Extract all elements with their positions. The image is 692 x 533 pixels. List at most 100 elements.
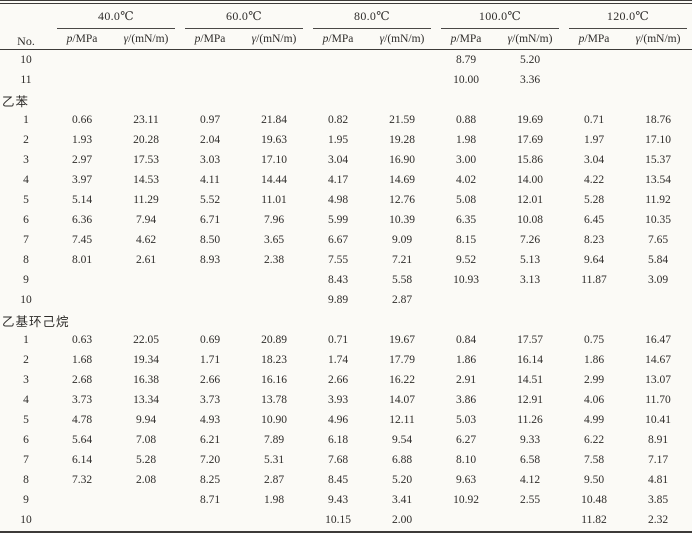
- surface-tension-cell: [112, 510, 180, 530]
- surface-tension-cell: 18.23: [261, 354, 287, 366]
- surface-tension-cell: 4.12: [519, 474, 541, 486]
- pressure-header: p/MPa: [564, 29, 625, 50]
- table-row: 6 6.36 7.94 6.71 7.96 5.99 10.39 6.35 10.08 6.45 1…: [0, 210, 692, 230]
- row-number: 7: [23, 454, 29, 466]
- pressure-cell: 0.75: [583, 334, 605, 346]
- section-row: 乙苯: [0, 90, 692, 110]
- surface-tension-cell: 2.08: [135, 474, 157, 486]
- pressure-cell: 7.55: [327, 254, 349, 266]
- row-number: 7: [23, 234, 29, 246]
- pressure-cell: 4.11: [200, 174, 220, 186]
- pressure-cell: 8.45: [327, 474, 349, 486]
- surface-tension-cell: 21.59: [389, 114, 415, 126]
- surface-tension-cell: 4.81: [647, 474, 669, 486]
- surface-tension-cell: [368, 70, 436, 90]
- surface-tension-cell: 9.09: [391, 234, 413, 246]
- row-number: 9: [23, 274, 29, 286]
- pressure-cell: 5.52: [199, 194, 221, 206]
- pressure-cell: 9.52: [455, 254, 477, 266]
- surface-tension-cell: [240, 270, 308, 290]
- surface-tension-cell: [368, 50, 436, 71]
- pressure-cell: [180, 510, 240, 530]
- surface-tension-cell: 13.34: [133, 394, 159, 406]
- surface-tension-cell: 17.10: [645, 134, 671, 146]
- pressure-cell: 7.68: [327, 454, 349, 466]
- pressure-cell: 4.96: [327, 414, 349, 426]
- surface-tension-cell: [496, 510, 564, 530]
- surface-tension-cell: 17.69: [517, 134, 543, 146]
- surface-tension-cell: [112, 70, 180, 90]
- surface-tension-cell: 17.57: [517, 334, 543, 346]
- temp-header-80-label: 80.0℃: [313, 9, 431, 29]
- pressure-cell: 0.97: [199, 114, 221, 126]
- pressure-cell: [564, 70, 624, 90]
- pressure-cell: 6.18: [327, 434, 349, 446]
- surface-tension-cell: [112, 50, 180, 71]
- pressure-cell: 10.92: [453, 494, 479, 506]
- pressure-cell: 8.50: [199, 234, 221, 246]
- surface-tension-cell: 12.91: [517, 394, 543, 406]
- table-row: 2 1.93 20.28 2.04 19.63 1.95 19.28 1.98 17.69 1.9…: [0, 130, 692, 150]
- pressure-cell: 9.89: [327, 294, 349, 306]
- pressure-cell: 8.10: [455, 454, 477, 466]
- temp-header-100: 100.0℃: [436, 4, 564, 29]
- surface-tension-cell: 15.86: [517, 154, 543, 166]
- pressure-cell: 7.20: [199, 454, 221, 466]
- sub-header-row: p/MPa γ/(mN/m) p/MPa γ/(mN/m) p/MPa γ/(m…: [0, 29, 692, 50]
- surface-tension-cell: 19.67: [389, 334, 415, 346]
- pressure-cell: 8.15: [455, 234, 477, 246]
- pressure-cell: [52, 510, 112, 530]
- surface-tension-header: γ/(mN/m): [496, 29, 565, 50]
- pressure-cell: 3.93: [327, 394, 349, 406]
- surface-tension-cell: 13.78: [261, 394, 287, 406]
- pressure-cell: 7.32: [71, 474, 93, 486]
- surface-tension-cell: 3.13: [519, 274, 541, 286]
- surface-tension-cell: [496, 290, 564, 310]
- pressure-cell: 6.36: [71, 214, 93, 226]
- surface-tension-cell: 17.10: [261, 154, 287, 166]
- surface-tension-cell: 2.87: [391, 294, 413, 306]
- pressure-cell: 6.45: [583, 214, 605, 226]
- pressure-cell: [180, 270, 240, 290]
- row-number: 9: [23, 494, 29, 506]
- pressure-cell: 4.02: [455, 174, 477, 186]
- data-table: No. 40.0℃ 60.0℃ 80.0℃ 100.0℃ 120.0℃ p/MP…: [0, 4, 692, 530]
- surface-tension-cell: 5.84: [647, 254, 669, 266]
- pressure-cell: 8.23: [583, 234, 605, 246]
- pressure-cell: [52, 490, 112, 510]
- temp-header-120: 120.0℃: [564, 4, 692, 29]
- row-number: 2: [23, 354, 29, 366]
- surface-tension-cell: 19.34: [133, 354, 159, 366]
- surface-tension-cell: 4.62: [135, 234, 157, 246]
- pressure-cell: 1.97: [583, 134, 605, 146]
- pressure-cell: 2.68: [71, 374, 93, 386]
- pressure-cell: 3.03: [199, 154, 221, 166]
- surface-tension-cell: 7.17: [647, 454, 669, 466]
- pressure-cell: 2.66: [199, 374, 221, 386]
- pressure-cell: 4.98: [327, 194, 349, 206]
- surface-tension-cell: 7.26: [519, 234, 541, 246]
- surface-tension-cell: 17.53: [133, 154, 159, 166]
- surface-tension-cell: 5.13: [519, 254, 541, 266]
- row-number: 5: [23, 194, 29, 206]
- surface-tension-cell: 18.76: [645, 114, 671, 126]
- pressure-cell: 6.35: [455, 214, 477, 226]
- pressure-cell: 8.71: [199, 494, 221, 506]
- surface-tension-cell: 13.07: [645, 374, 671, 386]
- pressure-cell: 2.04: [199, 134, 221, 146]
- surface-tension-cell: 3.09: [647, 274, 669, 286]
- pressure-cell: 0.84: [455, 334, 477, 346]
- pressure-cell: [308, 50, 368, 71]
- pressure-cell: [180, 50, 240, 71]
- pressure-cell: [564, 50, 624, 71]
- pressure-cell: 6.71: [199, 214, 221, 226]
- pressure-cell: 8.79: [455, 54, 477, 66]
- surface-tension-cell: 10.90: [261, 414, 287, 426]
- pressure-cell: 0.66: [71, 114, 93, 126]
- table-row: 4 3.97 14.53 4.11 14.44 4.17 14.69 4.02 14.00 4.2…: [0, 170, 692, 190]
- pressure-cell: 2.97: [71, 154, 93, 166]
- surface-tension-cell: 14.69: [389, 174, 415, 186]
- table-row: 8 8.01 2.61 8.93 2.38 7.55 7.21 9.52 5.13 9.64 5.8…: [0, 250, 692, 270]
- pressure-cell: [180, 290, 240, 310]
- pressure-cell: [52, 50, 112, 71]
